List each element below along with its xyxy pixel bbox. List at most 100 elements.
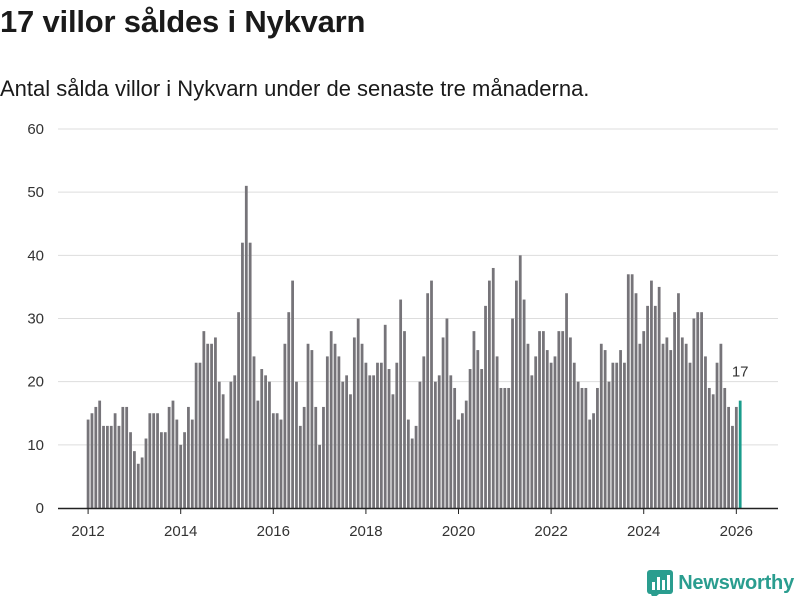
bar (565, 293, 568, 508)
bar (457, 419, 460, 508)
bar (661, 343, 665, 508)
bar (418, 381, 422, 508)
bar (140, 457, 144, 508)
bar (244, 185, 248, 508)
bar (260, 369, 264, 508)
bar (734, 406, 738, 508)
y-tick-label: 60 (27, 121, 44, 138)
bar (503, 387, 507, 508)
bar (329, 331, 333, 508)
bar (534, 356, 538, 508)
bar (221, 394, 225, 508)
bar (187, 406, 190, 508)
bar (680, 337, 684, 508)
bar (376, 362, 379, 508)
bar (341, 381, 345, 508)
bar (711, 394, 715, 508)
bar (121, 406, 125, 508)
bar (619, 350, 622, 508)
bar (337, 356, 341, 508)
bar (704, 356, 707, 508)
bar (102, 425, 105, 508)
bar (522, 299, 526, 508)
bar (167, 406, 171, 508)
bar (569, 337, 572, 508)
bar (453, 387, 457, 508)
bar (175, 419, 179, 508)
bar (287, 312, 291, 508)
bar (360, 343, 364, 508)
y-tick-label: 20 (27, 374, 44, 391)
bar (696, 312, 700, 508)
bar (233, 375, 237, 508)
x-tick-label: 2022 (534, 523, 567, 540)
bar (630, 274, 634, 508)
bar (476, 350, 480, 508)
bar (144, 438, 148, 508)
bar (368, 375, 372, 508)
bar (163, 432, 167, 508)
bar (387, 369, 391, 508)
bar (642, 331, 646, 508)
bar (449, 375, 453, 508)
bar (268, 381, 271, 508)
bar (171, 400, 175, 508)
bar (433, 381, 437, 508)
bar (634, 293, 638, 508)
bar (638, 343, 642, 508)
data-label: 17 (732, 364, 749, 381)
y-tick-label: 40 (27, 247, 44, 264)
bar (669, 350, 673, 508)
bar (700, 312, 703, 508)
bar (707, 387, 711, 508)
y-tick-label: 30 (27, 311, 44, 328)
bar (511, 318, 514, 508)
bar (156, 413, 159, 508)
bar-highlight (738, 400, 742, 508)
bar (179, 444, 183, 508)
bar (379, 362, 383, 508)
bar (561, 331, 565, 508)
bar (275, 413, 279, 508)
bar (484, 305, 487, 508)
bar (464, 400, 468, 508)
bar (399, 299, 403, 508)
bar (603, 350, 607, 508)
bar (530, 375, 534, 508)
bar (414, 425, 418, 508)
bar (653, 305, 657, 508)
bar (623, 362, 626, 508)
x-tick-label: 2020 (442, 523, 475, 540)
bar (190, 419, 194, 508)
bar (206, 343, 210, 508)
bar (507, 387, 511, 508)
bar (148, 413, 152, 508)
bar (526, 343, 530, 508)
bar (673, 312, 676, 508)
bar (352, 337, 356, 508)
bar (692, 318, 696, 508)
bar (291, 280, 294, 508)
bar (677, 293, 680, 508)
bar (279, 419, 283, 508)
bar (395, 362, 399, 508)
bar (626, 274, 630, 508)
x-tick-label: 2018 (349, 523, 382, 540)
bar (607, 381, 611, 508)
y-tick-label: 10 (27, 437, 44, 454)
bar (542, 331, 545, 508)
bar (325, 356, 329, 508)
bar (210, 343, 213, 508)
bar (302, 406, 306, 508)
bar (98, 400, 102, 508)
bar (248, 242, 252, 508)
bar (472, 331, 476, 508)
bar (229, 381, 233, 508)
bar (723, 387, 727, 508)
bar (198, 362, 202, 508)
bar (487, 280, 491, 508)
bar (94, 406, 98, 508)
bar (426, 293, 430, 508)
x-tick-label: 2024 (627, 523, 660, 540)
bar (650, 280, 653, 508)
